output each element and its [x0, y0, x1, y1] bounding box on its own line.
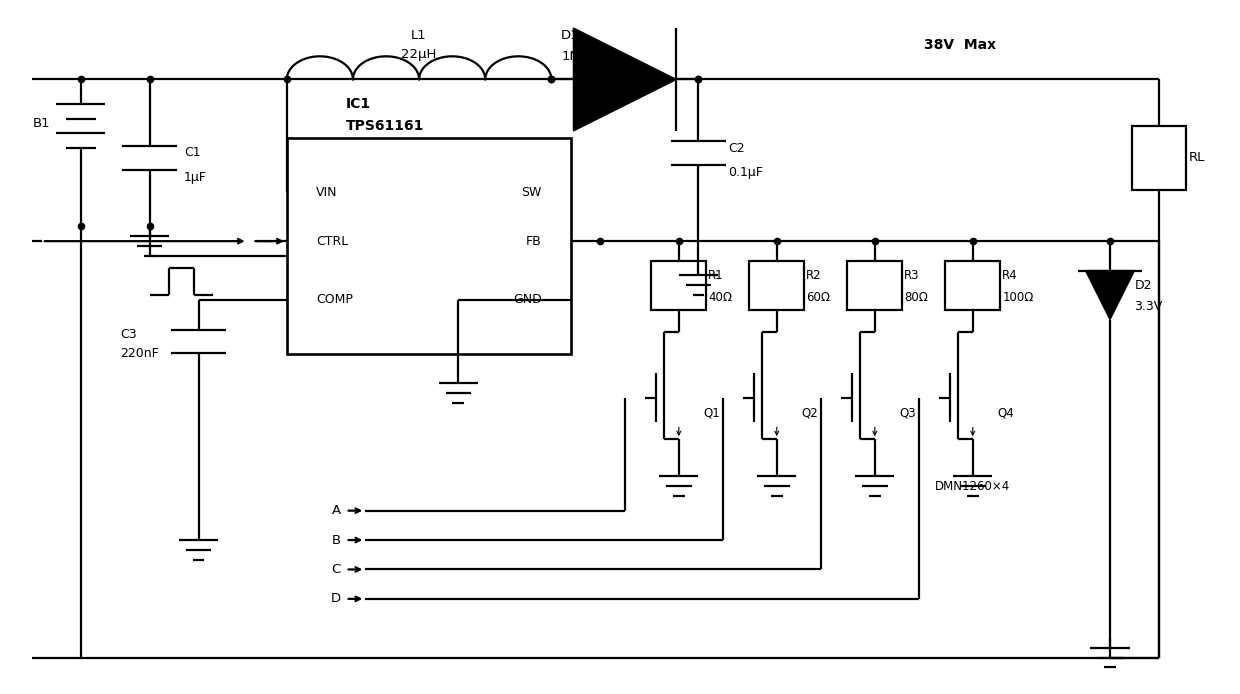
Text: 38V  Max: 38V Max	[924, 38, 996, 52]
Text: B1: B1	[33, 117, 51, 130]
Bar	[847, 261, 903, 310]
Text: 1μF: 1μF	[184, 171, 207, 184]
Text: CTRL: CTRL	[316, 235, 348, 248]
Text: C1: C1	[184, 146, 201, 160]
Polygon shape	[1085, 271, 1135, 319]
Bar	[651, 261, 707, 310]
Bar	[749, 261, 805, 310]
Bar	[1132, 126, 1187, 190]
Text: C3: C3	[120, 328, 136, 341]
Text: 40Ω: 40Ω	[708, 291, 732, 303]
Text: FB: FB	[526, 235, 542, 248]
Text: SW: SW	[521, 186, 542, 198]
Text: 22μH: 22μH	[402, 49, 436, 62]
Text: 1N5819: 1N5819	[562, 51, 614, 63]
Text: Q2: Q2	[801, 406, 818, 419]
Text: 80Ω: 80Ω	[904, 291, 928, 303]
Text: RL: RL	[1188, 151, 1205, 164]
Text: COMP: COMP	[316, 294, 353, 307]
Text: R3: R3	[904, 269, 920, 282]
Text: DMN1260×4: DMN1260×4	[935, 480, 1011, 493]
Polygon shape	[573, 28, 676, 131]
Text: 100Ω: 100Ω	[1002, 291, 1034, 303]
Text: D1: D1	[562, 29, 580, 42]
Text: L1: L1	[412, 29, 427, 42]
Text: VIN: VIN	[316, 186, 337, 198]
Text: IC1: IC1	[346, 97, 371, 111]
Text: TPS61161: TPS61161	[346, 119, 424, 133]
Text: R1: R1	[708, 269, 724, 282]
Text: 60Ω: 60Ω	[806, 291, 831, 303]
Bar	[286, 138, 570, 354]
Text: 0.1μF: 0.1μF	[728, 166, 763, 179]
Text: D2: D2	[1135, 279, 1152, 291]
Text: C2: C2	[728, 142, 744, 155]
Text: 3.3V: 3.3V	[1135, 301, 1163, 313]
Text: Q3: Q3	[899, 406, 916, 419]
Text: Q1: Q1	[703, 406, 720, 419]
Text: B: B	[331, 534, 341, 547]
Text: Q4: Q4	[997, 406, 1014, 419]
Text: 220nF: 220nF	[120, 348, 159, 360]
Text: A: A	[331, 504, 341, 517]
Bar	[945, 261, 1001, 310]
Text: GND: GND	[513, 294, 542, 307]
Text: D: D	[331, 593, 341, 605]
Text: C: C	[331, 563, 341, 576]
Text: R4: R4	[1002, 269, 1018, 282]
Text: R2: R2	[806, 269, 822, 282]
